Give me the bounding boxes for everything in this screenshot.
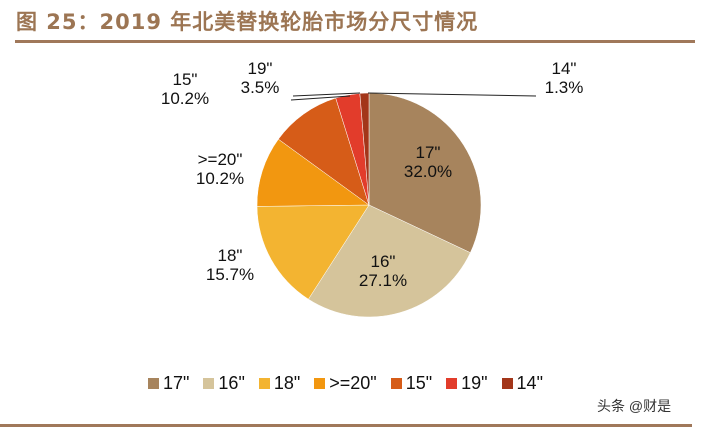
slice-label-pct: 15.7% [205, 265, 255, 284]
pie-slice [256, 204, 370, 300]
top-divider [15, 40, 695, 43]
slice-label-name: >=20" [197, 150, 243, 169]
slice-label-name: 18" [217, 246, 243, 265]
slice-label-pct: 3.5% [240, 78, 280, 97]
legend-swatch [258, 378, 270, 389]
slice-label-name: 15" [172, 70, 198, 89]
leader-line-19 [292, 92, 361, 97]
legend-item-18: 18" [258, 373, 301, 394]
slice-label-pct: 32.0% [403, 162, 453, 181]
slice-label-pct: 27.1% [358, 271, 408, 290]
legend-label: 15" [405, 373, 433, 393]
slice-label-name: 14" [551, 59, 577, 78]
bottom-divider [0, 424, 692, 427]
legend-label: 19" [461, 373, 488, 393]
legend-label: 17" [163, 373, 190, 393]
slice-label-17: 17" 32.0% [398, 143, 458, 181]
legend-swatch [203, 378, 215, 389]
slice-label-18: 18" 15.7% [200, 246, 260, 284]
legend-item-20plus: >=20" [314, 373, 377, 394]
pie-slice [256, 138, 370, 207]
slice-label-14: 14" 1.3% [537, 59, 591, 97]
slice-label-name: 16" [370, 252, 396, 271]
legend: 17" 16" 18" >=20" 15" 19" 14" [148, 373, 557, 394]
legend-item-15: 15" [390, 373, 433, 394]
legend-swatch [446, 378, 458, 389]
legend-item-19: 19" [446, 373, 488, 394]
legend-swatch [148, 378, 159, 389]
slice-label-15: 15" 10.2% [150, 70, 220, 108]
legend-item-16: 16" [203, 373, 245, 394]
chart-title: 图 25：2019 年北美替换轮胎市场分尺寸情况 [16, 10, 479, 34]
pie-slice [308, 204, 471, 318]
slice-label-name: 17" [415, 143, 441, 162]
pie-slice [278, 97, 370, 206]
slice-label-20plus: >=20" 10.2% [190, 150, 250, 188]
legend-label: 14" [516, 373, 543, 393]
legend-item-17: 17" [148, 373, 189, 394]
slice-label-pct: 10.2% [160, 89, 210, 108]
slice-label-19: 19" 3.5% [230, 59, 290, 97]
legend-label: 18" [273, 373, 301, 393]
legend-swatch [390, 378, 402, 389]
slice-label-16: 16" 27.1% [348, 252, 418, 290]
slice-label-pct: 1.3% [544, 78, 584, 97]
legend-label: 16" [218, 373, 245, 393]
legend-swatch [501, 378, 513, 389]
watermark: 头条 @财是 [597, 398, 672, 414]
leader-line-15 [290, 95, 351, 101]
slice-label-pct: 10.2% [195, 169, 245, 188]
pie-slice [368, 92, 482, 254]
slice-label-name: 19" [247, 59, 273, 78]
legend-item-14: 14" [501, 373, 543, 394]
leader-line-14 [367, 92, 537, 97]
legend-swatch [314, 378, 326, 389]
legend-label: >=20" [329, 373, 377, 393]
